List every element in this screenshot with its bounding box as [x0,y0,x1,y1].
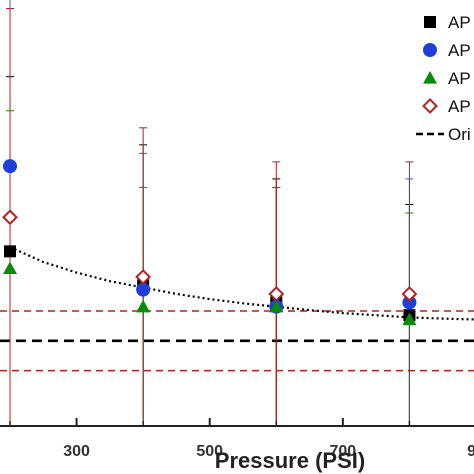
x-axis-title: Pressure (PSI) [215,448,365,473]
legend-label: Ori [448,125,471,144]
legend-label: AP [448,41,471,60]
legend-marker [423,43,437,57]
data-point [3,261,17,274]
data-point [402,312,417,326]
data-point [3,159,17,174]
legend-label: AP [448,69,471,88]
data-point [402,295,417,310]
error-bars [6,0,414,426]
legend: AP AP AP AP Ori [416,13,471,144]
x-tick-label: 700 [330,443,357,460]
legend-marker [424,16,436,28]
data-point [268,286,285,302]
x-ticks: 300 500 700 90 [9,418,474,460]
reference-lines [0,310,474,372]
fit-curve-group [9,246,474,321]
x-tick-label: 90 [467,443,474,460]
data-point [401,286,418,302]
data-point [135,268,152,285]
data-point [269,299,284,313]
legend-marker [423,71,437,84]
data-point [136,282,151,297]
legend-marker [422,98,438,114]
data-points [2,159,418,326]
fit-curve [9,246,474,321]
x-tick-label: 300 [63,443,90,460]
data-point [2,209,18,226]
data-point [4,245,16,258]
legend-label: AP [448,13,471,32]
x-tick-label: 500 [196,443,223,460]
legend-label: AP [448,97,471,116]
data-point [136,299,151,313]
